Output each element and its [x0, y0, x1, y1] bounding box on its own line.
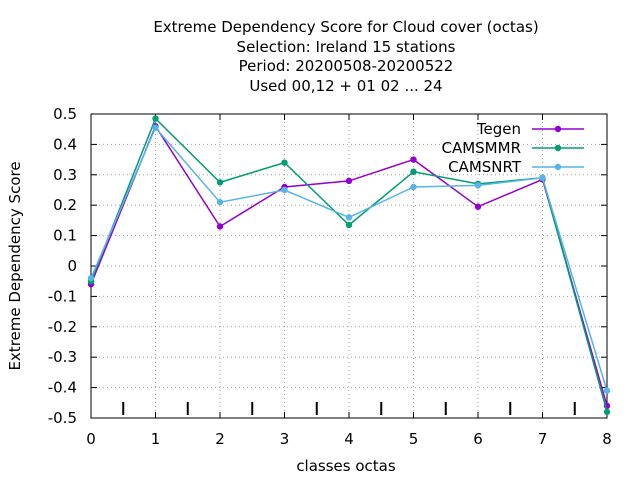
data-point-camsnrt	[216, 198, 224, 206]
y-tick-label: -0.4	[48, 379, 77, 397]
x-minor-ticks	[122, 402, 576, 415]
data-point-camsnrt	[281, 186, 288, 194]
data-point-camsmmr	[603, 408, 611, 416]
legend-label-camsnrt: CAMSNRT	[448, 158, 522, 176]
x-tick-label: 2	[215, 430, 225, 448]
legend-label-tegen: Tegen	[476, 120, 521, 138]
y-tick-label: 0.1	[53, 227, 77, 245]
data-point-camsnrt	[87, 274, 95, 282]
data-point-tegen	[345, 177, 353, 185]
x-tick-label: 5	[409, 430, 419, 448]
x-axis-label: classes octas	[296, 457, 396, 475]
y-tick-label: -0.3	[48, 348, 77, 366]
data-point-camsnrt	[539, 174, 546, 182]
data-point-camsnrt	[152, 124, 159, 131]
title-line-1: Extreme Dependency Score for Cloud cover…	[153, 18, 538, 36]
y-tick-label: -0.1	[48, 287, 77, 305]
data-point-camsmmr	[216, 179, 224, 186]
legend-label-camsmmr: CAMSMMR	[441, 139, 521, 157]
x-tick-label: 3	[280, 430, 290, 448]
data-point-camsmmr	[152, 115, 159, 122]
data-point-camsmmr	[281, 159, 288, 166]
data-point-tegen	[410, 156, 417, 163]
data-point-camsnrt	[345, 214, 353, 221]
y-tick-label: -0.5	[48, 409, 77, 427]
x-tick-label: 0	[86, 430, 96, 448]
data-point-camsnrt	[474, 182, 482, 189]
x-tick-label: 1	[151, 430, 161, 448]
series-line-camsnrt	[90, 126, 608, 391]
data-point-tegen	[216, 223, 224, 230]
x-tick-label: 4	[344, 430, 354, 448]
title-line-3: Period: 20200508-20200522	[239, 57, 454, 75]
y-tick-label: 0	[67, 257, 77, 275]
y-axis-label: Extreme Dependency Score	[6, 161, 24, 370]
title-line-2: Selection: Ireland 15 stations	[237, 38, 456, 56]
x-tick-label: 8	[602, 430, 612, 448]
grid-layer	[91, 114, 607, 418]
series-camsnrt	[87, 124, 611, 394]
data-point-camsmmr	[345, 221, 353, 229]
y-tick-label: 0.3	[53, 166, 77, 184]
data-point-camsmmr	[410, 168, 417, 175]
x-axis-ticks: 0 1 2 3 4 5 6 7 8	[86, 114, 612, 448]
y-tick-label: 0.4	[53, 135, 77, 153]
y-tick-label: -0.2	[48, 318, 77, 336]
data-point-camsnrt	[410, 183, 417, 191]
data-point-camsnrt	[603, 387, 611, 394]
x-tick-label: 6	[473, 430, 483, 448]
title-line-4: Used 00,12 + 01 02 ... 24	[249, 77, 442, 95]
y-axis-ticks: 0.5 0.4 0.3 0.2 0.1 0 -0.1 -0.2 -0.3 -0.4 -0.5	[48, 105, 607, 427]
y-tick-label: 0.2	[53, 196, 77, 214]
legend-marker-tegen	[554, 125, 562, 133]
plot-frame	[90, 113, 608, 419]
data-point-tegen	[474, 203, 482, 210]
y-tick-label: 0.5	[53, 105, 77, 123]
legend-marker-camsmmr	[554, 144, 562, 152]
x-tick-label: 7	[538, 430, 548, 448]
series-layer	[87, 115, 611, 416]
legend-marker-camsnrt	[554, 163, 562, 171]
chart-title: Extreme Dependency Score for Cloud cover…	[153, 18, 538, 95]
